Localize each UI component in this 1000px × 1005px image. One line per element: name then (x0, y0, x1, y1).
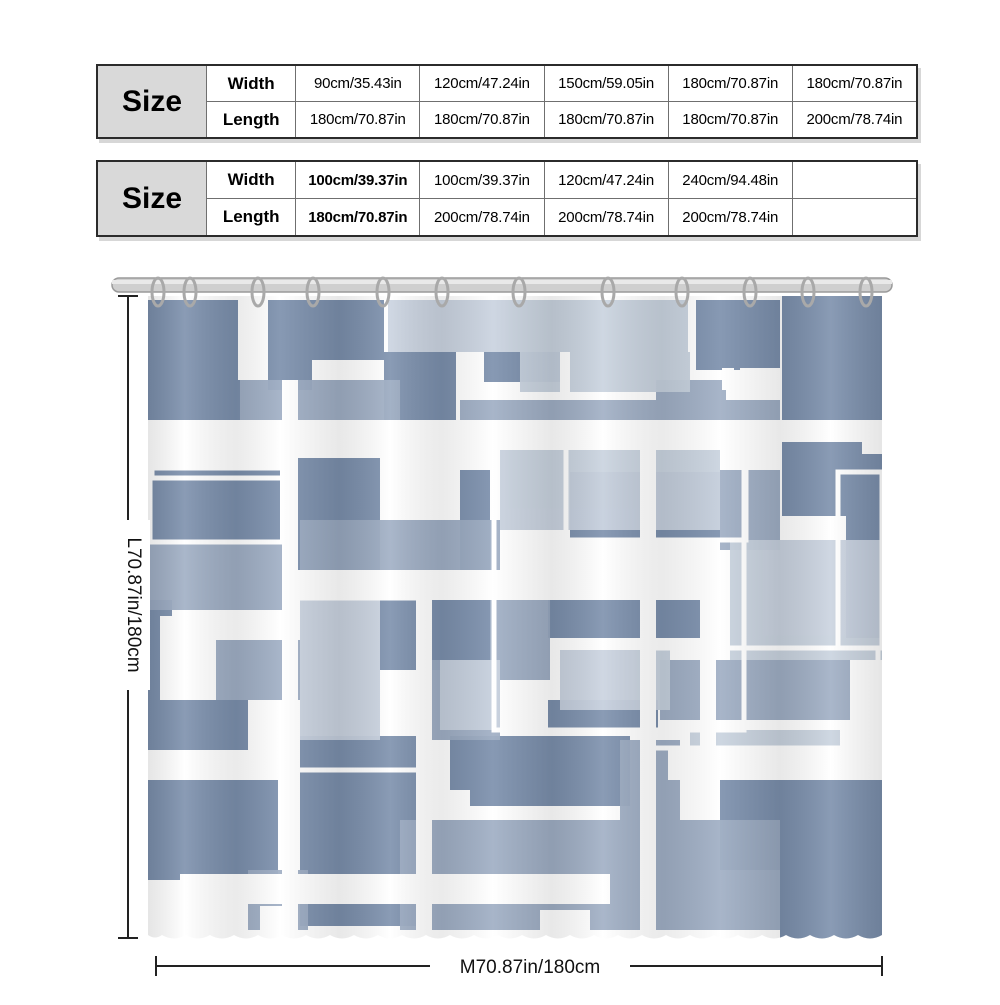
size-table-1: Size Width 90cm/35.43in 120cm/47.24in 15… (96, 64, 918, 139)
table-cell: 180cm/70.87in (295, 101, 421, 139)
table-cell: 120cm/47.24in (543, 160, 669, 199)
table-cell: 90cm/35.43in (295, 64, 421, 102)
table-cell: 180cm/70.87in (419, 101, 545, 139)
curtain-fabric (148, 296, 882, 939)
height-label: L70.87in/180cm (123, 537, 144, 672)
table-cell: 180cm/70.87in (667, 101, 793, 139)
size-table-2: Size Width 100cm/39.37in 100cm/39.37in 1… (96, 160, 918, 237)
table-cell (791, 198, 918, 237)
table-cell: 100cm/39.37in (419, 160, 545, 199)
curtain-rings (150, 276, 874, 308)
width-row-label: Width (206, 160, 297, 199)
size-label: Size (96, 160, 208, 237)
table-cell: 200cm/78.74in (543, 198, 669, 237)
curtain-rod (111, 277, 893, 293)
size-label: Size (96, 64, 208, 139)
length-row-label: Length (206, 198, 297, 237)
width-label-bg (430, 954, 630, 980)
table-cell: 200cm/78.74in (791, 101, 918, 139)
table-cell: 200cm/78.74in (667, 198, 793, 237)
table-cell (791, 160, 918, 199)
height-label-bg (106, 520, 150, 690)
width-label: M70.87in/180cm (460, 957, 600, 978)
table-cell: 180cm/70.87in (667, 64, 793, 102)
table-cell: 240cm/94.48in (667, 160, 793, 199)
length-row-label: Length (206, 101, 297, 139)
table-cell: 120cm/47.24in (419, 64, 545, 102)
width-row-label: Width (206, 64, 297, 102)
table-cell: 180cm/70.87in (791, 64, 918, 102)
table-cell: 180cm/70.87in (543, 101, 669, 139)
table-cell: 180cm/70.87in (295, 198, 421, 237)
table-cell: 200cm/78.74in (419, 198, 545, 237)
